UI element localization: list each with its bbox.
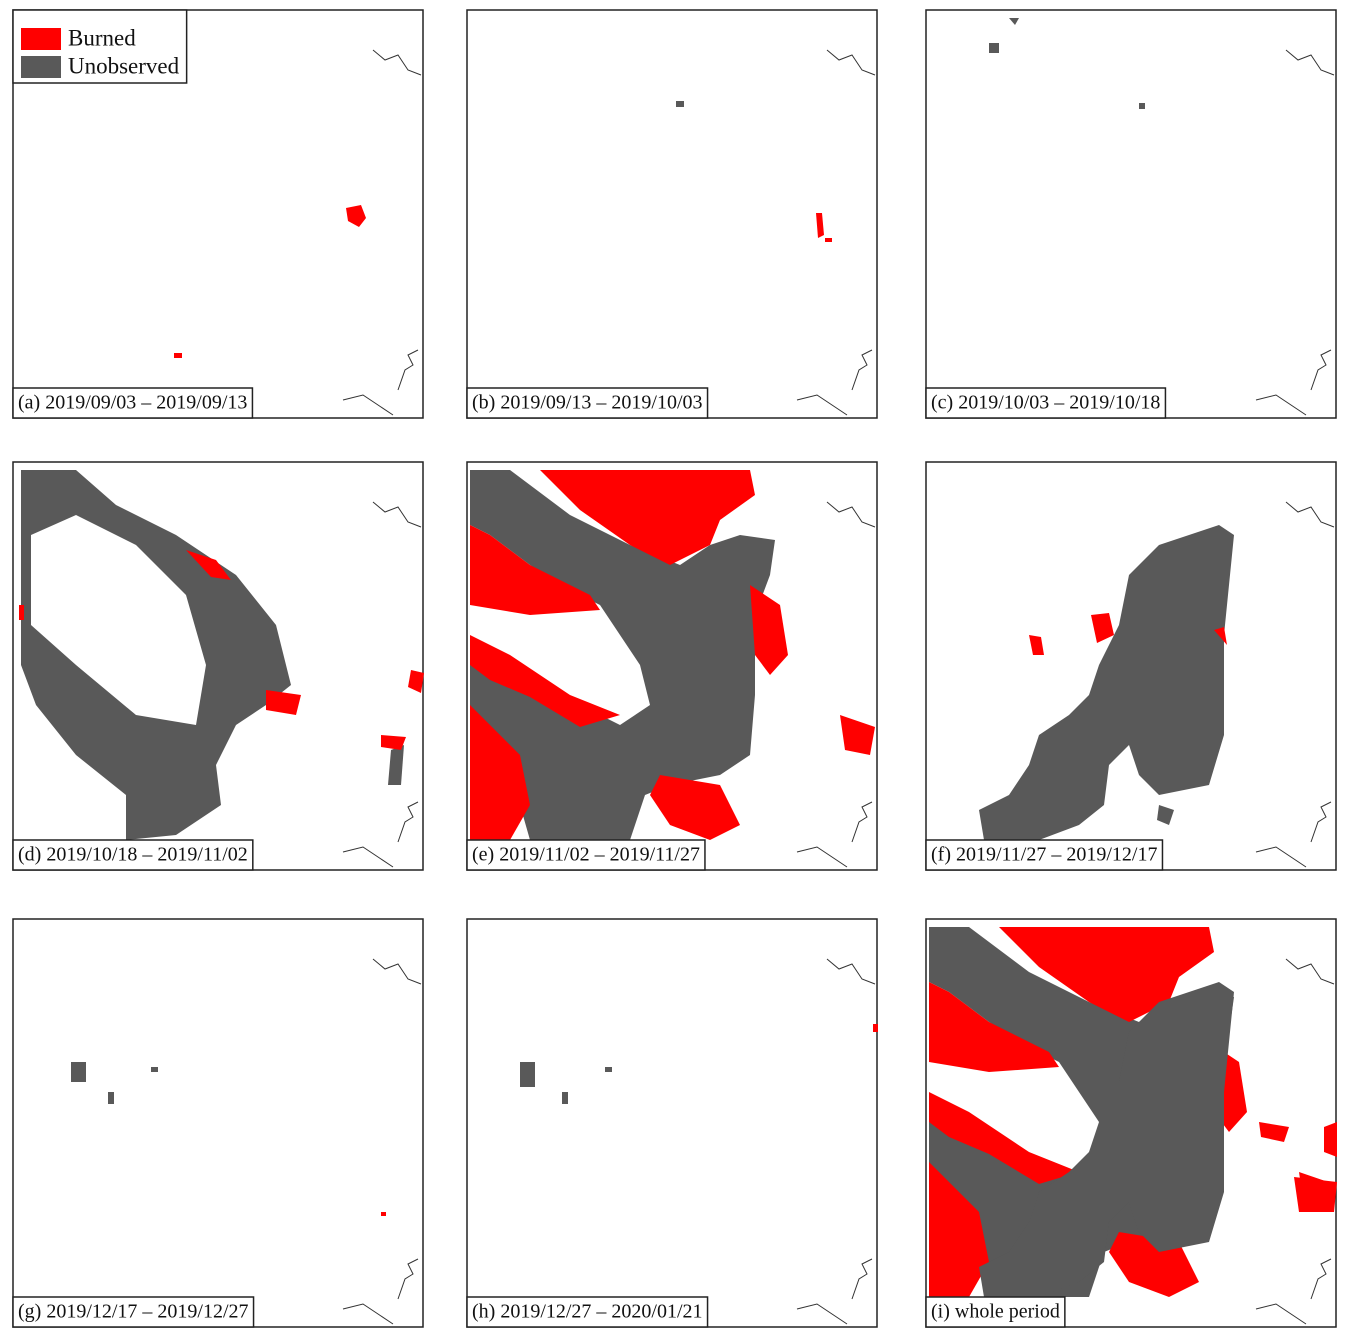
- label-box: [466, 839, 706, 871]
- legend-label: Unobserved: [68, 53, 180, 78]
- burned-area: [381, 1212, 386, 1216]
- burned-area: [873, 1024, 878, 1032]
- burned-area: [186, 550, 231, 580]
- label-box: [12, 839, 254, 871]
- burned-area: [929, 1162, 989, 1297]
- burned-area: [999, 927, 1214, 1022]
- coastline: [1255, 49, 1335, 416]
- unobserved-area: [108, 1092, 114, 1104]
- panel-frame: [12, 918, 424, 1328]
- panel-label: (e) 2019/11/02 – 2019/11/27: [472, 844, 700, 866]
- unobserved-area: [71, 1062, 86, 1082]
- unobserved-area: [605, 1067, 612, 1072]
- unobserved-area: [979, 982, 1234, 1297]
- unobserved-area: [989, 43, 999, 53]
- coastline: [1255, 958, 1335, 1325]
- burned-area: [750, 585, 788, 675]
- panel-label: (f) 2019/11/27 – 2019/12/17: [931, 844, 1157, 866]
- burned-area: [840, 715, 875, 755]
- map-panel: (h) 2019/12/27 – 2020/01/21: [466, 918, 878, 1328]
- panel-label: (a) 2019/09/03 – 2019/09/13: [18, 392, 247, 414]
- burned-area: [540, 470, 755, 565]
- burned-area: [825, 238, 832, 242]
- burned-area: [19, 605, 24, 620]
- burned-area: [929, 982, 1059, 1072]
- label-box: [12, 387, 254, 419]
- burned-area: [381, 735, 406, 750]
- map-panel: (e) 2019/11/02 – 2019/11/27: [466, 461, 878, 871]
- burned-area: [470, 705, 530, 840]
- legend-swatch: [21, 56, 61, 78]
- label-box: [466, 387, 709, 419]
- label-box: [12, 1296, 255, 1328]
- panel-label: (c) 2019/10/03 – 2019/10/18: [931, 392, 1160, 414]
- burned-area: [1029, 635, 1044, 655]
- map-panel: (c) 2019/10/03 – 2019/10/18: [925, 9, 1337, 419]
- coastline: [796, 501, 876, 868]
- panel-frame: [466, 918, 878, 1328]
- legend-swatch: [21, 28, 61, 50]
- burned-area: [266, 690, 301, 715]
- burned-area: [816, 213, 824, 238]
- burned-area: [929, 1092, 1079, 1184]
- panel-label: (b) 2019/09/13 – 2019/10/03: [472, 392, 703, 414]
- panel-label: (h) 2019/12/27 – 2020/01/21: [472, 1301, 703, 1323]
- burned-area: [650, 775, 740, 840]
- coastline: [342, 501, 422, 868]
- map-panel: (i) whole period: [925, 918, 1337, 1328]
- burned-area: [470, 635, 620, 727]
- label-box: [466, 1296, 709, 1328]
- map-panel: (d) 2019/10/18 – 2019/11/02: [12, 461, 424, 871]
- unobserved-area: [1139, 103, 1145, 109]
- map-panel: (f) 2019/11/27 – 2019/12/17: [925, 461, 1337, 871]
- unobserved-area: [21, 470, 291, 840]
- map-panel: (g) 2019/12/17 – 2019/12/27: [12, 918, 424, 1328]
- burned-area: [346, 205, 366, 227]
- unobserved-area: [1009, 18, 1019, 25]
- panel-frame: [466, 9, 878, 419]
- coastline: [796, 958, 876, 1325]
- burned-area: [1091, 613, 1114, 643]
- coastline: [342, 958, 422, 1325]
- burned-area: [408, 670, 424, 693]
- legend-label: Burned: [68, 25, 136, 50]
- burned-area: [1294, 1177, 1337, 1212]
- panel-label: (g) 2019/12/17 – 2019/12/27: [18, 1301, 249, 1323]
- unobserved-area: [979, 525, 1234, 840]
- panel-label: (d) 2019/10/18 – 2019/11/02: [18, 844, 248, 866]
- unobserved-area: [520, 1062, 535, 1087]
- map-panel: (a) 2019/09/03 – 2019/09/13 Burned Unobser…: [12, 9, 424, 419]
- coastline: [796, 49, 876, 416]
- panel-frame: [925, 9, 1337, 419]
- unobserved-area: [562, 1092, 568, 1104]
- panel-label: (i) whole period: [931, 1301, 1060, 1323]
- coastline: [342, 49, 422, 416]
- burned-area: [1259, 1122, 1289, 1142]
- unobserved-area: [470, 470, 775, 840]
- burned-area: [470, 525, 600, 615]
- burned-area: [1214, 627, 1227, 645]
- label-box: [925, 839, 1164, 871]
- map-panel: (b) 2019/09/13 – 2019/10/03: [466, 9, 878, 419]
- unobserved-area: [1157, 805, 1174, 825]
- burned-area: [1324, 1122, 1337, 1157]
- coastline: [1255, 501, 1335, 868]
- unobserved-area: [676, 101, 684, 107]
- unobserved-area: [388, 745, 404, 785]
- label-box: [925, 387, 1167, 419]
- burned-area: [174, 353, 182, 358]
- label-box: [925, 1296, 1066, 1328]
- unobserved-area: [151, 1067, 158, 1072]
